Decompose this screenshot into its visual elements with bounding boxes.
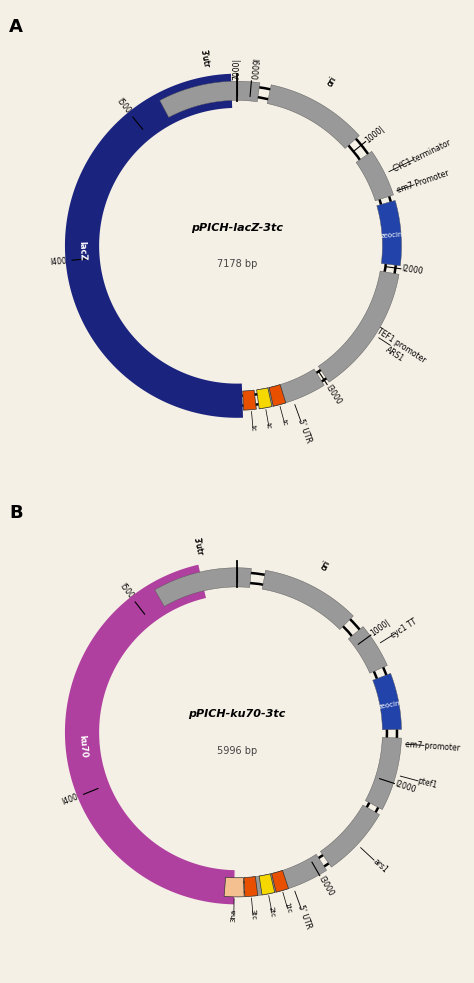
Text: em7 Promoter: em7 Promoter xyxy=(395,169,450,195)
Text: ars1: ars1 xyxy=(372,857,390,875)
Polygon shape xyxy=(155,568,251,607)
Text: cyc1 TT: cyc1 TT xyxy=(389,616,418,640)
Text: tc: tc xyxy=(281,419,288,427)
Text: pPICH-lacZ-3tc: pPICH-lacZ-3tc xyxy=(191,222,283,233)
Text: 3'utr: 3'utr xyxy=(191,537,204,556)
Text: 5996 bp: 5996 bp xyxy=(217,745,257,756)
Text: tc: tc xyxy=(265,422,272,430)
Text: l5000: l5000 xyxy=(118,581,138,604)
Polygon shape xyxy=(348,626,387,673)
Text: l2000: l2000 xyxy=(394,780,417,794)
Polygon shape xyxy=(259,874,275,895)
Polygon shape xyxy=(244,877,258,896)
Text: l3000: l3000 xyxy=(316,874,335,897)
Text: l4000: l4000 xyxy=(49,256,72,266)
Text: 1000|: 1000| xyxy=(364,124,386,145)
Polygon shape xyxy=(356,151,393,201)
Text: TEF1 promoter
ARS1: TEF1 promoter ARS1 xyxy=(369,326,427,374)
Text: ku70: ku70 xyxy=(77,734,88,758)
Text: 5' UTR: 5' UTR xyxy=(296,903,313,930)
Text: ori: ori xyxy=(319,558,332,571)
Text: lacZ: lacZ xyxy=(77,241,87,261)
Polygon shape xyxy=(269,384,286,406)
Text: 3'utr: 3'utr xyxy=(191,537,204,556)
Polygon shape xyxy=(365,737,401,810)
Text: l2000: l2000 xyxy=(401,264,424,276)
Polygon shape xyxy=(224,877,244,896)
Text: l3000: l3000 xyxy=(324,382,343,406)
Polygon shape xyxy=(252,854,327,896)
Text: ori: ori xyxy=(325,75,338,88)
Polygon shape xyxy=(373,673,401,729)
Polygon shape xyxy=(272,870,289,893)
Text: ori: ori xyxy=(325,75,338,88)
Text: B: B xyxy=(9,504,23,522)
Text: zeocin: zeocin xyxy=(378,701,401,711)
Polygon shape xyxy=(65,74,243,418)
Text: l6000: l6000 xyxy=(247,58,258,81)
Text: l5000: l5000 xyxy=(115,96,136,119)
Polygon shape xyxy=(262,570,353,629)
Text: em7 promoter: em7 promoter xyxy=(405,739,461,752)
Text: tc: tc xyxy=(250,425,256,432)
Text: 3'utr: 3'utr xyxy=(198,49,210,69)
Polygon shape xyxy=(256,388,272,409)
Text: 7000|: 7000| xyxy=(233,57,241,80)
Text: zeocin: zeocin xyxy=(380,231,403,239)
Text: ori: ori xyxy=(319,558,332,571)
Text: A: A xyxy=(9,18,23,35)
Text: 3ha: 3ha xyxy=(231,908,237,922)
Text: ptef1: ptef1 xyxy=(416,777,438,790)
Text: 3'utr: 3'utr xyxy=(198,49,210,69)
Text: 5' UTR: 5' UTR xyxy=(296,417,313,443)
Polygon shape xyxy=(257,369,324,409)
Text: pPICH-ku70-3tc: pPICH-ku70-3tc xyxy=(188,709,286,720)
Text: 2tc: 2tc xyxy=(268,905,276,918)
Text: 3tc: 3tc xyxy=(249,908,256,920)
Text: l4000: l4000 xyxy=(61,790,84,807)
Polygon shape xyxy=(160,82,260,117)
Text: CYC1 terminator: CYC1 terminator xyxy=(392,138,452,173)
Polygon shape xyxy=(243,390,256,410)
Polygon shape xyxy=(320,805,380,867)
Polygon shape xyxy=(65,564,235,904)
Text: 1tc: 1tc xyxy=(283,901,292,914)
Polygon shape xyxy=(319,271,399,382)
Text: 7178 bp: 7178 bp xyxy=(217,259,257,269)
Text: 1000|: 1000| xyxy=(369,618,392,638)
Polygon shape xyxy=(377,201,401,265)
Polygon shape xyxy=(267,85,359,148)
